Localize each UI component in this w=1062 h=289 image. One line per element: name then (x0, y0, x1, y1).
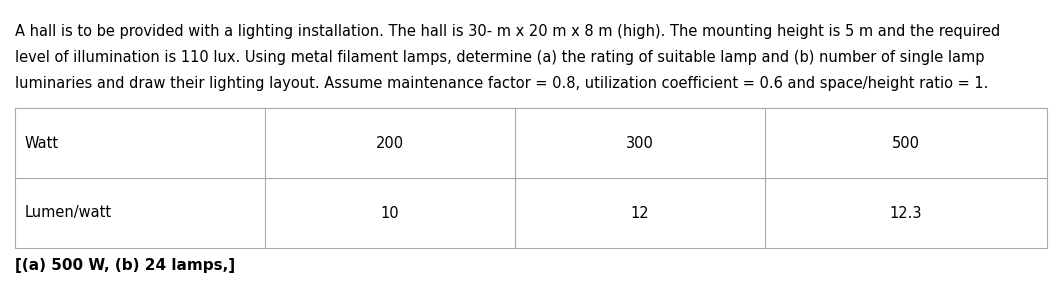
Text: A hall is to be provided with a lighting installation. The hall is 30- m x 20 m : A hall is to be provided with a lighting… (15, 24, 1000, 39)
Text: 10: 10 (380, 205, 399, 221)
Text: level of illumination is 110 lux. Using metal filament lamps, determine (a) the : level of illumination is 110 lux. Using … (15, 50, 984, 65)
Text: 300: 300 (627, 136, 654, 151)
Text: Lumen/watt: Lumen/watt (25, 205, 113, 221)
Text: Watt: Watt (25, 136, 59, 151)
Text: 200: 200 (376, 136, 404, 151)
Text: 500: 500 (892, 136, 920, 151)
Text: luminaries and draw their lighting layout. Assume maintenance factor = 0.8, util: luminaries and draw their lighting layou… (15, 76, 989, 91)
Text: 12.3: 12.3 (890, 205, 922, 221)
Text: 12: 12 (631, 205, 649, 221)
Text: [(a) 500 W, (b) 24 lamps,]: [(a) 500 W, (b) 24 lamps,] (15, 258, 235, 273)
